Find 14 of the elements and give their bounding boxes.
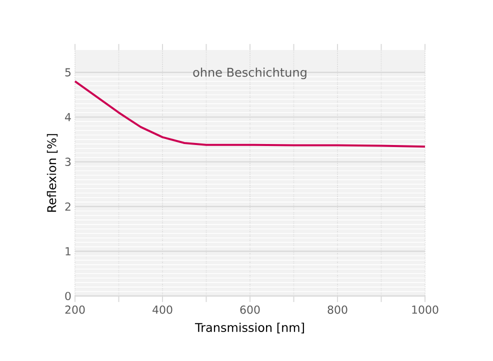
y-axis-title: Reflexion [%] [46,134,58,212]
annotation: ohne Beschichtung [193,68,306,80]
y-tick-label: 4 [65,113,71,122]
y-tick-label: 1 [66,247,70,256]
x-tick-label: 1000 [412,306,438,314]
y-tick-label: 5 [65,68,71,76]
x-tick-label: 200 [65,306,85,314]
x-tick-label: 400 [152,306,172,314]
x-axis-title: Transmission [nm] [194,322,304,334]
y-tick-label: 0 [65,292,71,300]
x-tick-label: 800 [328,306,348,314]
y-tick-label: 2 [65,202,70,211]
x-tick-label: 600 [240,306,260,314]
y-tick-label: 3 [65,158,71,166]
